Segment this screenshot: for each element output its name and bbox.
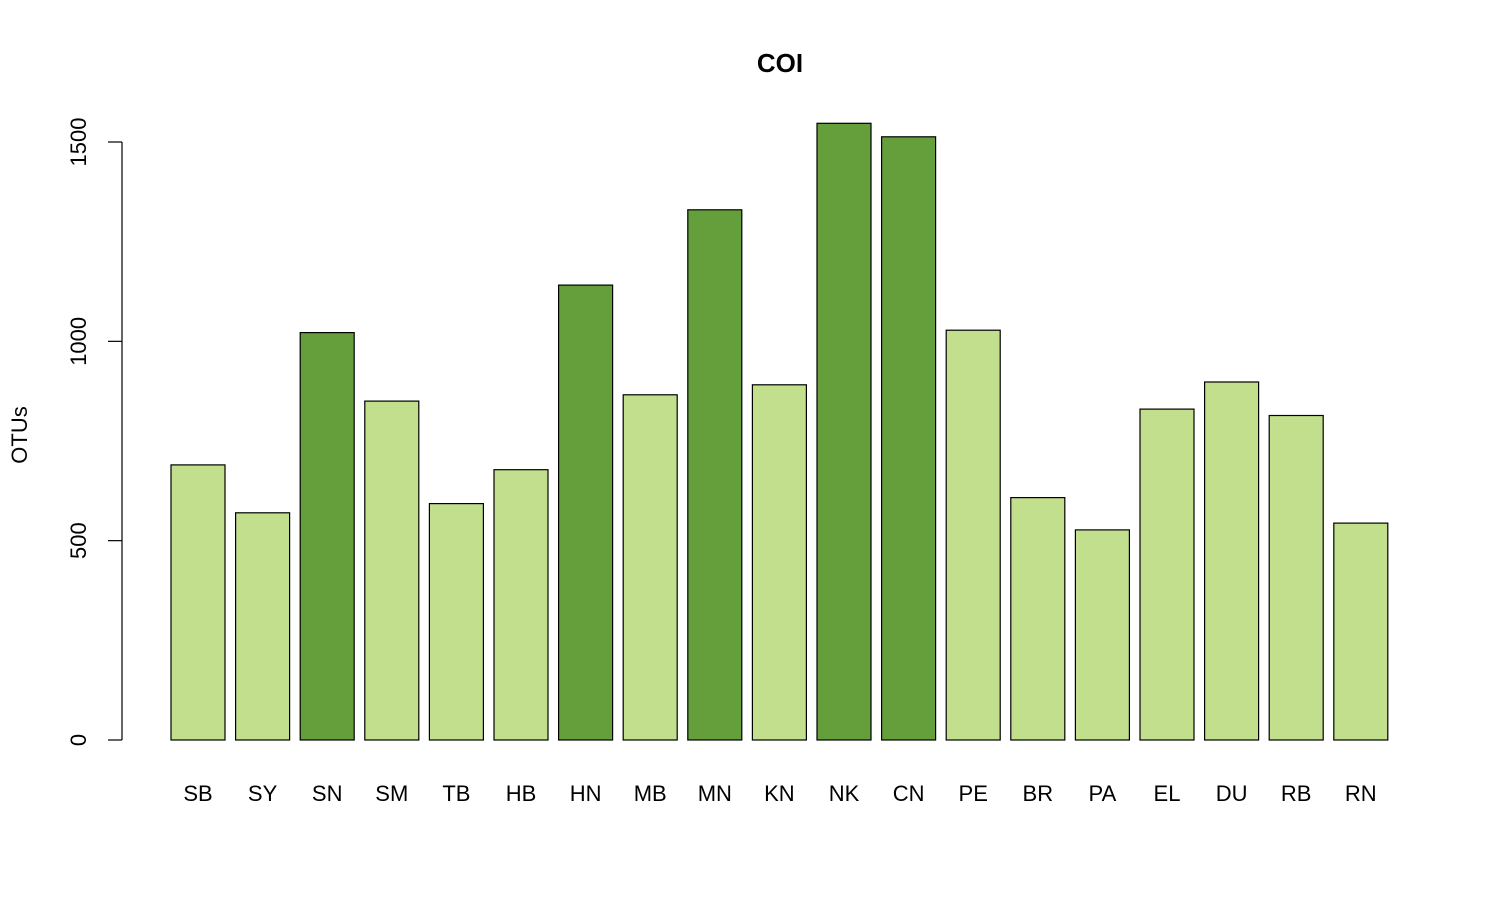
y-tick-label: 0 xyxy=(66,734,91,746)
bar-hb xyxy=(493,469,549,741)
x-tick-label-mb: MB xyxy=(634,781,667,806)
bar-el xyxy=(1139,408,1195,741)
x-tick-label-du: DU xyxy=(1216,781,1248,806)
y-tick-label: 1500 xyxy=(66,118,91,167)
y-tick-label: 500 xyxy=(66,522,91,559)
bar-mn xyxy=(687,209,743,741)
bar-br xyxy=(1010,497,1066,741)
bar-sm xyxy=(364,400,420,741)
bar-rb xyxy=(1268,414,1324,741)
x-tick-label-cn: CN xyxy=(893,781,925,806)
bar-hn xyxy=(557,284,614,741)
y-axis: 0 500 1000 1500 xyxy=(66,118,123,746)
x-tick-label-sm: SM xyxy=(375,781,408,806)
bar-sn xyxy=(299,332,355,741)
x-tick-label-rb: RB xyxy=(1281,781,1312,806)
x-tick-label-kn: KN xyxy=(764,781,795,806)
x-tick-label-mn: MN xyxy=(698,781,732,806)
bars xyxy=(170,122,1389,741)
chart-title: COI xyxy=(757,48,803,78)
x-tick-label-hn: HN xyxy=(570,781,602,806)
x-tick-label-tb: TB xyxy=(442,781,470,806)
x-tick-label-pa: PA xyxy=(1089,781,1117,806)
bar-du xyxy=(1203,381,1260,741)
y-tick-label: 1000 xyxy=(66,317,91,366)
y-axis-label: OTUs xyxy=(7,406,32,463)
bar-cn xyxy=(880,136,937,741)
bar-pe xyxy=(945,329,1001,741)
x-axis-labels: SB SY SN SM TB HB HN MB MN KN NK CN PE BR PA EL DU RB RN xyxy=(183,781,1376,806)
x-tick-label-pe: PE xyxy=(959,781,988,806)
bar-kn xyxy=(751,384,808,741)
bar-rn xyxy=(1333,522,1389,741)
x-tick-label-sy: SY xyxy=(248,781,278,806)
bar-pa xyxy=(1074,529,1131,741)
bar-nk xyxy=(816,122,872,741)
bar-sy xyxy=(235,512,291,741)
x-tick-label-rn: RN xyxy=(1345,781,1377,806)
x-tick-label-nk: NK xyxy=(829,781,860,806)
bar-sb xyxy=(170,464,226,741)
x-tick-label-el: EL xyxy=(1154,781,1181,806)
bar-tb xyxy=(428,503,484,741)
x-tick-label-sb: SB xyxy=(183,781,212,806)
bar-mb xyxy=(622,394,678,741)
x-tick-label-sn: SN xyxy=(312,781,343,806)
x-tick-label-hb: HB xyxy=(506,781,537,806)
x-tick-label-br: BR xyxy=(1023,781,1054,806)
